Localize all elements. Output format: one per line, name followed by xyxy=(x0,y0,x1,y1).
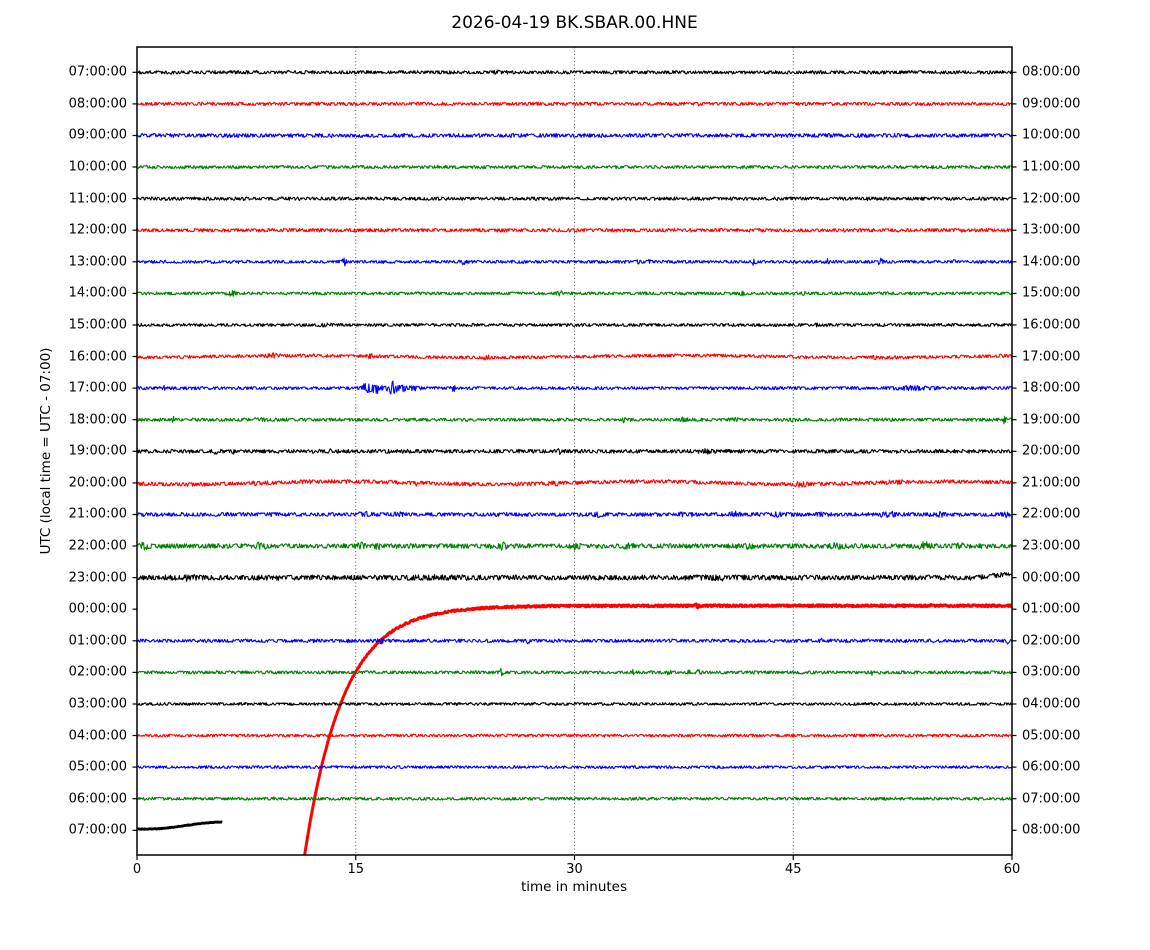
chart-title: 2026-04-19 BK.SBAR.00.HNE xyxy=(451,13,698,33)
trace-row-100000 xyxy=(137,164,1012,170)
local-time-label: 06:00:00 xyxy=(1022,759,1081,775)
local-time-label: 22:00:00 xyxy=(1022,506,1081,522)
trace-row-150000 xyxy=(137,322,1012,328)
trace-row-060000 xyxy=(137,796,1012,801)
local-time-label: 05:00:00 xyxy=(1022,728,1081,744)
local-time-label: 11:00:00 xyxy=(1022,159,1081,175)
local-time-label: 03:00:00 xyxy=(1022,664,1081,680)
trace-row-210000 xyxy=(137,510,1012,519)
local-time-label: 10:00:00 xyxy=(1022,127,1081,143)
utc-time-label: 13:00:00 xyxy=(68,254,127,270)
trace-row-040000 xyxy=(137,733,1012,738)
utc-time-label: 08:00:00 xyxy=(68,96,127,112)
trace-row-050000 xyxy=(137,765,1012,770)
trace-row-110000 xyxy=(137,196,1012,201)
trace-row-160000 xyxy=(137,352,1012,361)
utc-time-label: 07:00:00 xyxy=(68,64,127,80)
utc-time-label: 09:00:00 xyxy=(68,127,127,143)
trace-row-020000 xyxy=(137,667,1012,677)
utc-time-label: 12:00:00 xyxy=(68,222,127,238)
utc-time-label: 00:00:00 xyxy=(68,601,127,617)
utc-time-label: 16:00:00 xyxy=(68,349,127,365)
utc-time-label: 06:00:00 xyxy=(68,791,127,807)
utc-time-label: 14:00:00 xyxy=(68,285,127,301)
local-time-label: 16:00:00 xyxy=(1022,317,1081,333)
utc-time-label: 17:00:00 xyxy=(68,380,127,396)
x-tick-label: 15 xyxy=(347,862,365,877)
trace-row-180000 xyxy=(137,415,1012,425)
utc-time-label: 07:00:00 xyxy=(68,822,127,838)
utc-time-label: 10:00:00 xyxy=(68,159,127,175)
local-time-label: 01:00:00 xyxy=(1022,601,1081,617)
utc-time-label: 02:00:00 xyxy=(68,664,127,680)
trace-row-030000 xyxy=(137,701,1012,706)
local-time-label: 12:00:00 xyxy=(1022,191,1081,207)
x-tick-label: 30 xyxy=(566,862,583,877)
local-time-label: 13:00:00 xyxy=(1022,222,1081,238)
utc-time-label: 15:00:00 xyxy=(68,317,127,333)
trace-row-140000 xyxy=(137,289,1012,297)
local-time-label: 21:00:00 xyxy=(1022,475,1081,491)
utc-time-label: 18:00:00 xyxy=(68,412,127,428)
utc-time-label: 04:00:00 xyxy=(68,728,127,744)
plot-border xyxy=(136,46,1013,856)
trace-row-070000 xyxy=(137,69,1012,75)
local-time-label: 19:00:00 xyxy=(1022,412,1081,428)
utc-time-label: 22:00:00 xyxy=(68,538,127,554)
utc-time-label: 19:00:00 xyxy=(68,443,127,459)
local-time-label: 00:00:00 xyxy=(1022,570,1081,586)
trace-row-010000 xyxy=(137,637,1012,645)
local-time-label: 04:00:00 xyxy=(1022,696,1081,712)
trace-row-230000 xyxy=(137,572,1012,582)
local-time-label: 08:00:00 xyxy=(1022,822,1081,838)
trace-row-130000 xyxy=(137,257,1012,267)
x-tick-label: 45 xyxy=(784,862,802,877)
trace-row-090000 xyxy=(137,132,1012,139)
utc-time-label: 11:00:00 xyxy=(68,191,127,207)
trace-row-170000 xyxy=(137,380,1012,395)
local-time-label: 08:00:00 xyxy=(1022,64,1081,80)
local-time-label: 15:00:00 xyxy=(1022,285,1081,301)
utc-time-label: 01:00:00 xyxy=(68,633,127,649)
utc-time-label: 21:00:00 xyxy=(68,506,127,522)
local-time-label: 09:00:00 xyxy=(1022,96,1081,112)
local-time-label: 14:00:00 xyxy=(1022,254,1081,270)
x-tick-label: 0 xyxy=(132,862,142,877)
trace-row-190000 xyxy=(137,448,1012,456)
local-time-label: 20:00:00 xyxy=(1022,443,1081,459)
trace-row-000000 xyxy=(303,602,1012,855)
traces-group xyxy=(137,69,1012,855)
utc-time-label: 20:00:00 xyxy=(68,475,127,491)
local-time-label: 02:00:00 xyxy=(1022,633,1081,649)
utc-time-label: 03:00:00 xyxy=(68,696,127,712)
utc-time-label: 05:00:00 xyxy=(68,759,127,775)
trace-row-220000 xyxy=(137,541,1012,551)
utc-time-label: 23:00:00 xyxy=(68,570,127,586)
local-time-label: 23:00:00 xyxy=(1022,538,1081,554)
x-tick-label: 60 xyxy=(1003,862,1021,877)
x-axis-label: time in minutes xyxy=(520,879,628,895)
local-time-label: 17:00:00 xyxy=(1022,349,1081,365)
trace-row-070000 xyxy=(137,820,223,831)
trace-row-120000 xyxy=(137,227,1012,233)
local-time-label: 18:00:00 xyxy=(1022,380,1081,396)
trace-row-200000 xyxy=(137,479,1012,488)
trace-row-080000 xyxy=(137,101,1012,107)
local-time-label: 07:00:00 xyxy=(1022,791,1081,807)
